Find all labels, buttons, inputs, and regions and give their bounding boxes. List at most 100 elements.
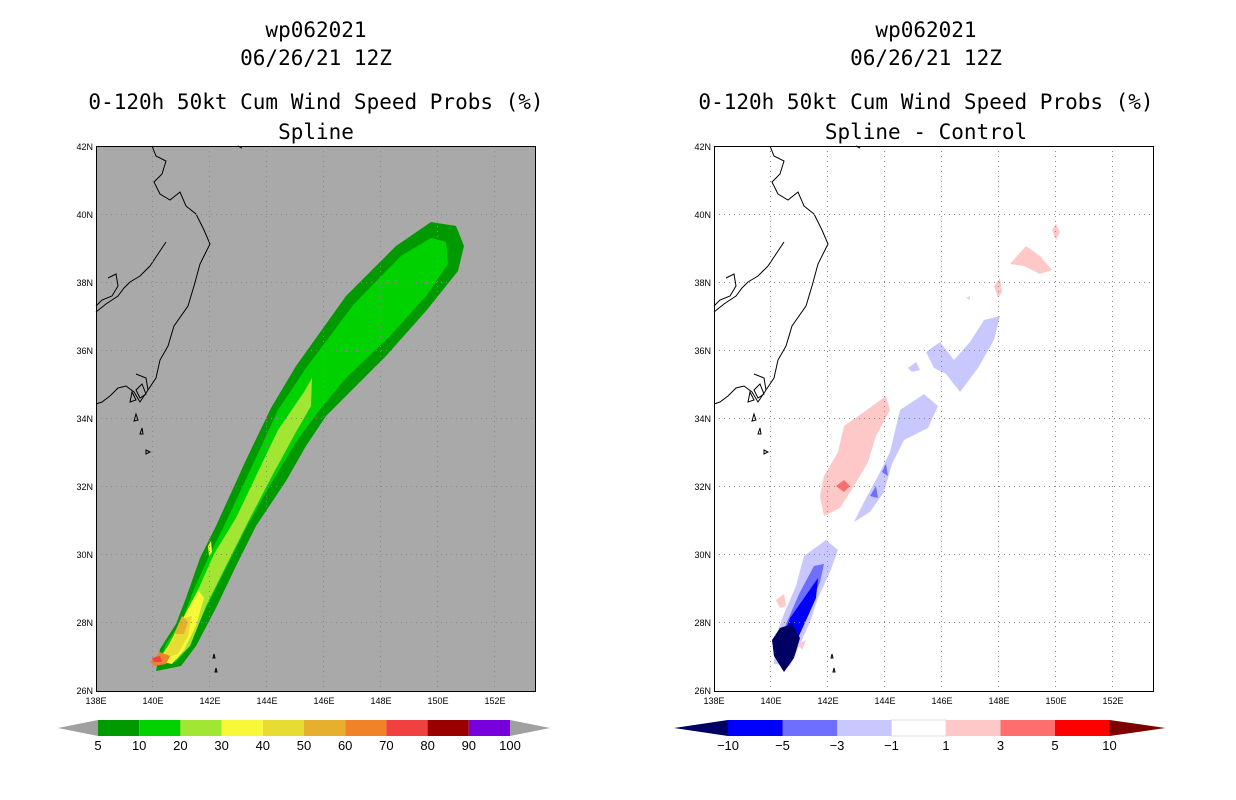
- left-lat-42: 42N: [76, 142, 93, 152]
- right-lat-28: 28N: [694, 618, 711, 628]
- left-lat-38: 38N: [76, 278, 93, 288]
- left-lon-138: 138E: [85, 696, 106, 706]
- right-diff-pos-upper: [1010, 246, 1052, 274]
- right-lon-146: 146E: [931, 696, 952, 706]
- right-lat-32: 32N: [694, 482, 711, 492]
- right-cb-label-2: −3: [830, 738, 845, 753]
- right-title-storm: wp062021: [875, 18, 977, 42]
- left-cb-box-5: [304, 720, 346, 736]
- left-cb-label-10: 100: [499, 738, 521, 753]
- left-cb-extend-high: [510, 720, 550, 736]
- left-cb-extend-low: [58, 720, 98, 736]
- right-lat-34: 34N: [694, 414, 711, 424]
- right-cb-label-6: 5: [1051, 738, 1058, 753]
- right-lon-152: 152E: [1102, 696, 1123, 706]
- right-grid: [714, 146, 1154, 692]
- right-lat-42: 42N: [694, 142, 711, 152]
- right-cb-box-0: [728, 720, 783, 736]
- left-title-storm: wp062021: [265, 18, 367, 42]
- right-cb-box-1: [782, 720, 837, 736]
- right-diff-pos-upper3: [994, 278, 1002, 298]
- left-swath-20: [164, 378, 312, 660]
- right-colorbar: −10 −5 −3 −1 1 3 5 10: [674, 719, 1166, 753]
- left-cb-box-4: [262, 720, 304, 736]
- left-cb-box-0: [98, 720, 140, 736]
- right-cb-extend-low: [674, 720, 728, 736]
- right-map: 42N 40N 38N 36N 34N 32N 30N 28N 26N 138E…: [694, 142, 1154, 706]
- left-cb-label-7: 70: [379, 738, 393, 753]
- left-lat-labels: 42N 40N 38N 36N 34N 32N 30N 28N 26N: [76, 142, 93, 696]
- right-diff-pos-3: [836, 480, 850, 492]
- left-cb-box-3: [221, 720, 263, 736]
- left-cb-box-7: [386, 720, 428, 736]
- left-cb-label-0: 5: [94, 738, 101, 753]
- left-cb-box-8: [427, 720, 469, 736]
- right-cb-box-5: [1000, 720, 1055, 736]
- left-title-product: 0-120h 50kt Cum Wind Speed Probs (%): [88, 90, 544, 114]
- right-cb-label-4: 1: [942, 738, 949, 753]
- right-cb-label-1: −5: [775, 738, 790, 753]
- left-cb-box-1: [139, 720, 181, 736]
- left-swath-70: [152, 656, 162, 662]
- right-diff-neg-speck: [908, 362, 920, 372]
- left-cb-label-2: 20: [173, 738, 187, 753]
- left-lon-labels: 138E 140E 142E 144E 146E 148E 150E 152E: [85, 696, 505, 706]
- right-diff-pos-low: [776, 594, 786, 608]
- left-coastline: [95, 145, 243, 673]
- right-cb-box-2: [837, 720, 892, 736]
- right-cb-box-6: [1055, 720, 1110, 736]
- left-grid: [96, 146, 536, 692]
- left-swath-10: [160, 238, 448, 662]
- right-cb-label-7: 10: [1102, 738, 1116, 753]
- right-diff-pos-speck: [966, 296, 970, 300]
- right-diff-neg-mid-dark: [870, 486, 878, 498]
- left-map: 42N 40N 38N 36N 34N 32N 30N 28N 26N 138E…: [76, 142, 536, 706]
- left-lon-140: 140E: [142, 696, 163, 706]
- right-title-product: 0-120h 50kt Cum Wind Speed Probs (%): [698, 90, 1154, 114]
- left-cb-label-3: 30: [214, 738, 228, 753]
- right-lat-36: 36N: [694, 346, 711, 356]
- left-title-date: 06/26/21 12Z: [240, 46, 392, 70]
- left-lon-144: 144E: [256, 696, 277, 706]
- right-coastline: [713, 145, 861, 673]
- left-lon-148: 148E: [370, 696, 391, 706]
- right-lat-40: 40N: [694, 210, 711, 220]
- left-lon-150: 150E: [427, 696, 448, 706]
- left-cb-label-9: 90: [462, 738, 476, 753]
- left-lat-28: 28N: [76, 618, 93, 628]
- right-lat-30: 30N: [694, 550, 711, 560]
- left-lat-26: 26N: [76, 686, 93, 696]
- left-cb-box-2: [180, 720, 222, 736]
- left-cb-label-4: 40: [256, 738, 270, 753]
- right-cb-label-3: −1: [884, 738, 899, 753]
- left-cb-box-9: [468, 720, 510, 736]
- left-cb-label-1: 10: [132, 738, 146, 753]
- left-lon-152: 152E: [484, 696, 505, 706]
- right-cb-box-3: [891, 719, 947, 737]
- left-cb-box-6: [345, 720, 387, 736]
- left-swath-yellow-fleck: [208, 541, 212, 556]
- right-lon-150: 150E: [1045, 696, 1066, 706]
- left-cb-label-6: 60: [338, 738, 352, 753]
- right-lat-labels: 42N 40N 38N 36N 34N 32N 30N 28N 26N: [694, 142, 711, 696]
- right-cb-label-5: 3: [997, 738, 1004, 753]
- left-cb-label-8: 80: [420, 738, 434, 753]
- left-title-method: Spline: [278, 120, 354, 144]
- right-diff-neg-mid-dark2: [882, 464, 888, 476]
- right-lon-138: 138E: [703, 696, 724, 706]
- left-lat-32: 32N: [76, 482, 93, 492]
- left-colorbar: 5 10 20 30 40 50 60 70 80 90 100: [58, 720, 550, 753]
- right-cb-extend-high: [1109, 720, 1166, 736]
- right-lat-26: 26N: [694, 686, 711, 696]
- right-lon-labels: 138E 140E 142E 144E 146E 148E 150E 152E: [703, 696, 1123, 706]
- left-lon-142: 142E: [199, 696, 220, 706]
- right-lon-142: 142E: [817, 696, 838, 706]
- right-diff-pos-low2: [798, 640, 806, 650]
- right-lon-140: 140E: [760, 696, 781, 706]
- right-lat-38: 38N: [694, 278, 711, 288]
- left-cb-label-5: 50: [297, 738, 311, 753]
- left-lat-40: 40N: [76, 210, 93, 220]
- right-title-method: Spline - Control: [824, 120, 1028, 144]
- left-lat-30: 30N: [76, 550, 93, 560]
- left-lon-146: 146E: [313, 696, 334, 706]
